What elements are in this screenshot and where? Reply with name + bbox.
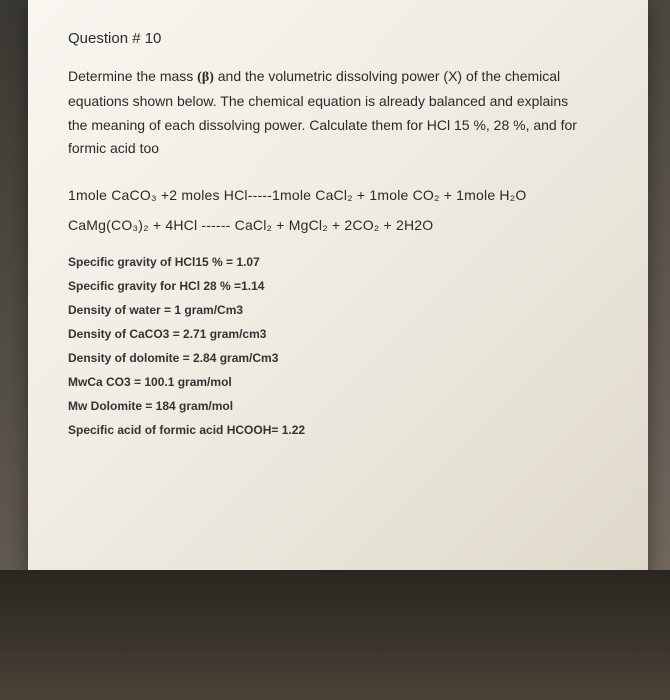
intro-text-1b: and the volumetric dissolving power (X) …: [214, 68, 560, 84]
data-block: Specific gravity of HCl15 % = 1.07 Speci…: [68, 255, 608, 437]
question-intro: Determine the mass (β) and the volumetri…: [68, 65, 608, 161]
data-line: Density of dolomite = 2.84 gram/Cm3: [68, 351, 608, 365]
equation-2: CaMg(CO₃)₂ + 4HCl ------ CaCl₂ + MgCl₂ +…: [68, 217, 608, 233]
data-line: Mw Dolomite = 184 gram/mol: [68, 399, 608, 413]
intro-text-3: the meaning of each dissolving power. Ca…: [68, 117, 577, 133]
data-line: Specific gravity of HCl15 % = 1.07: [68, 255, 608, 269]
data-line: MwCa CO3 = 100.1 gram/mol: [68, 375, 608, 389]
beta-symbol: (β): [197, 70, 214, 85]
intro-text-4: formic acid too: [68, 140, 159, 156]
equation-1: 1mole CaCO₃ +2 moles HCl-----1mole CaCl₂…: [68, 187, 608, 203]
data-line: Specific gravity for HCl 28 % =1.14: [68, 279, 608, 293]
document-page: Question # 10 Determine the mass (β) and…: [28, 0, 648, 580]
data-line: Density of water = 1 gram/Cm3: [68, 303, 608, 317]
question-title: Question # 10: [68, 30, 608, 47]
desk-surface: [0, 570, 670, 700]
intro-text-2: equations shown below. The chemical equa…: [68, 93, 568, 109]
data-line: Specific acid of formic acid HCOOH= 1.22: [68, 423, 608, 437]
intro-text-1: Determine the mass: [68, 68, 197, 84]
data-line: Density of CaCO3 = 2.71 gram/cm3: [68, 327, 608, 341]
